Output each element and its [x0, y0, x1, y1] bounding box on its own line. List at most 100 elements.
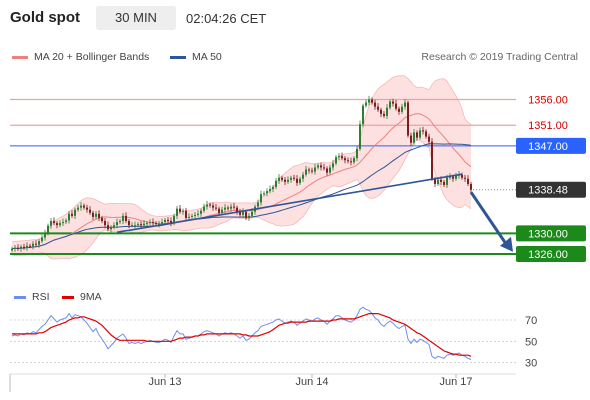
candle-body [26, 245, 28, 248]
candle-body [323, 167, 325, 169]
candle-body [80, 205, 82, 208]
candle-body [269, 189, 271, 192]
candle-body [314, 167, 316, 172]
candle-body [188, 216, 190, 218]
candle-body [203, 206, 205, 211]
candle-body [215, 207, 217, 209]
candle-body [11, 248, 13, 251]
candle-body [89, 209, 91, 213]
candle-body [281, 177, 283, 180]
candle-body [431, 141, 433, 179]
candle-body [110, 227, 112, 230]
candle-body [101, 217, 103, 222]
candle-body [317, 165, 319, 168]
bollinger-lower-line [11, 139, 472, 260]
candle-body [353, 158, 355, 163]
level-label-pivot: 1347.00 [528, 141, 568, 153]
candle-body [116, 222, 118, 226]
candle-body [332, 163, 334, 168]
candle-body [221, 209, 223, 213]
candle-body [296, 178, 298, 183]
candle-body [32, 243, 34, 247]
candle-body [137, 224, 139, 226]
candle-body [248, 215, 250, 218]
ma9-swatch [62, 295, 74, 299]
candle-body [68, 213, 70, 221]
candle-body [158, 223, 160, 225]
candle-body [65, 220, 67, 223]
candle-body [236, 207, 238, 212]
candle-body [125, 215, 127, 222]
candle-body [86, 207, 88, 210]
candle-body [218, 208, 220, 213]
level-badge-support [516, 225, 586, 242]
candle-body [443, 181, 445, 185]
candle-body [167, 219, 169, 222]
candle-body [233, 206, 235, 208]
candle-body [122, 215, 124, 222]
level-label-resistance: 1351.00 [528, 120, 568, 132]
candle-body [293, 177, 295, 179]
candle-body [77, 207, 79, 210]
candle-body [263, 193, 265, 195]
candle-body [239, 211, 241, 215]
ma20-label: MA 20 + Bollinger Bands [34, 51, 150, 63]
level-badge-support [516, 245, 586, 262]
candle-body [419, 130, 421, 138]
candle-body [407, 102, 409, 136]
ma50-line [11, 143, 472, 250]
candle-body [284, 179, 286, 182]
candle-body [467, 178, 469, 184]
legend-ma50: MA 50 [170, 51, 222, 63]
candle-body [380, 109, 382, 114]
candle-body [446, 177, 448, 185]
forecast-arrow-shaft [469, 191, 508, 245]
candle-body [173, 215, 175, 224]
forecast-arrow-head [500, 236, 513, 252]
time-tick-label: Jun 13 [148, 376, 181, 388]
candle-body [206, 204, 208, 207]
rsi-swatch [14, 295, 26, 299]
candle-body [149, 222, 151, 224]
timeframe-button[interactable]: 30 MIN [96, 6, 176, 30]
candle-body [320, 165, 322, 168]
candle-body [389, 101, 391, 108]
candle-body [257, 202, 259, 207]
candle-body [104, 221, 106, 226]
legend-rsi: RSI [14, 291, 50, 303]
candle-body [437, 179, 439, 184]
candle-body [398, 108, 400, 112]
candle-body [452, 176, 454, 179]
candle-body [470, 183, 472, 190]
candle-body [38, 241, 40, 245]
candle-body [461, 174, 463, 178]
ma9-label: 9MA [80, 291, 102, 303]
candle-body [152, 222, 154, 224]
level-label-support: 1330.00 [528, 228, 568, 240]
candle-body [305, 169, 307, 175]
candle-body [413, 132, 415, 143]
candle-body [266, 191, 268, 194]
candle-body [341, 156, 343, 159]
candle-body [74, 209, 76, 216]
candle-body [356, 148, 358, 159]
candle-body [329, 167, 331, 173]
candle-body [287, 179, 289, 182]
candle-body [386, 107, 388, 116]
candle-body [449, 176, 451, 178]
rsi-label: RSI [32, 291, 50, 303]
candle-body [146, 223, 148, 225]
candle-body [410, 135, 412, 143]
candle-body [179, 208, 181, 212]
candle-body [95, 213, 97, 217]
candle-body [242, 211, 244, 215]
level-label-last: 1338.48 [528, 185, 568, 197]
candle-body [392, 101, 394, 104]
candle-body [308, 169, 310, 171]
timestamp: 02:04:26 CET [186, 11, 267, 26]
rsi-tick-label: 70 [525, 315, 537, 327]
trend-lines [116, 173, 513, 252]
bollinger-fill [12, 75, 471, 259]
candle-body [41, 237, 43, 242]
